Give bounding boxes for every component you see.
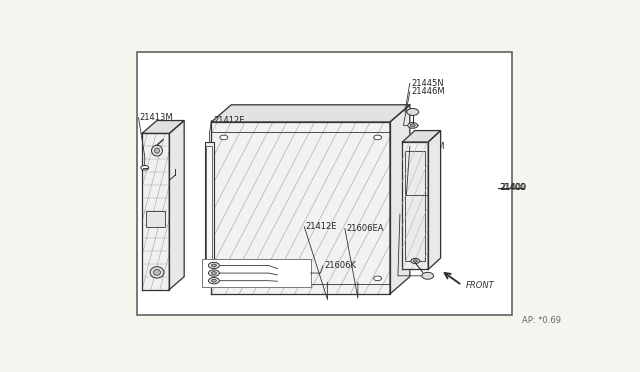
Text: 21606D: 21606D bbox=[278, 270, 312, 279]
Circle shape bbox=[209, 278, 220, 284]
Polygon shape bbox=[428, 131, 440, 269]
Text: AP: *0.69: AP: *0.69 bbox=[522, 316, 561, 326]
Bar bbox=[205, 142, 214, 279]
Circle shape bbox=[407, 109, 419, 115]
Polygon shape bbox=[403, 142, 428, 269]
Text: 21400: 21400 bbox=[499, 183, 525, 192]
Circle shape bbox=[220, 135, 228, 140]
Circle shape bbox=[209, 262, 220, 269]
Circle shape bbox=[211, 279, 216, 282]
Circle shape bbox=[411, 258, 420, 263]
Ellipse shape bbox=[150, 267, 164, 278]
Circle shape bbox=[374, 276, 381, 280]
Polygon shape bbox=[403, 131, 440, 142]
Ellipse shape bbox=[152, 145, 163, 156]
Polygon shape bbox=[142, 134, 169, 289]
Text: 21606B: 21606B bbox=[278, 277, 311, 286]
Text: 21413M: 21413M bbox=[140, 113, 173, 122]
Bar bbox=[137, 52, 511, 315]
Circle shape bbox=[408, 122, 418, 128]
Polygon shape bbox=[142, 121, 184, 134]
Bar bbox=[202, 260, 310, 287]
Text: 21412E: 21412E bbox=[213, 116, 244, 125]
Circle shape bbox=[374, 135, 381, 140]
Circle shape bbox=[211, 264, 216, 267]
Bar bbox=[146, 211, 165, 227]
Text: FRONT: FRONT bbox=[465, 281, 494, 290]
Text: 21480: 21480 bbox=[401, 210, 428, 219]
Ellipse shape bbox=[154, 148, 159, 153]
Polygon shape bbox=[211, 122, 390, 294]
Circle shape bbox=[141, 166, 148, 170]
Polygon shape bbox=[211, 105, 410, 122]
Text: 21606K: 21606K bbox=[324, 261, 356, 270]
Circle shape bbox=[209, 270, 220, 276]
Polygon shape bbox=[390, 105, 410, 294]
Ellipse shape bbox=[154, 269, 161, 275]
Text: 21606E: 21606E bbox=[278, 264, 310, 273]
Text: 21446M: 21446M bbox=[412, 87, 445, 96]
Text: 21400: 21400 bbox=[500, 183, 526, 192]
Circle shape bbox=[410, 124, 415, 127]
Bar bbox=[405, 151, 425, 261]
Bar bbox=[207, 146, 212, 275]
Circle shape bbox=[220, 276, 228, 280]
Text: 21412E: 21412E bbox=[306, 222, 337, 231]
Text: 21445N: 21445N bbox=[412, 79, 444, 88]
Text: 21412M: 21412M bbox=[412, 142, 445, 151]
Circle shape bbox=[413, 260, 417, 262]
Circle shape bbox=[211, 272, 216, 275]
Circle shape bbox=[422, 272, 434, 279]
Polygon shape bbox=[169, 121, 184, 289]
Text: 21606EA: 21606EA bbox=[346, 224, 384, 233]
